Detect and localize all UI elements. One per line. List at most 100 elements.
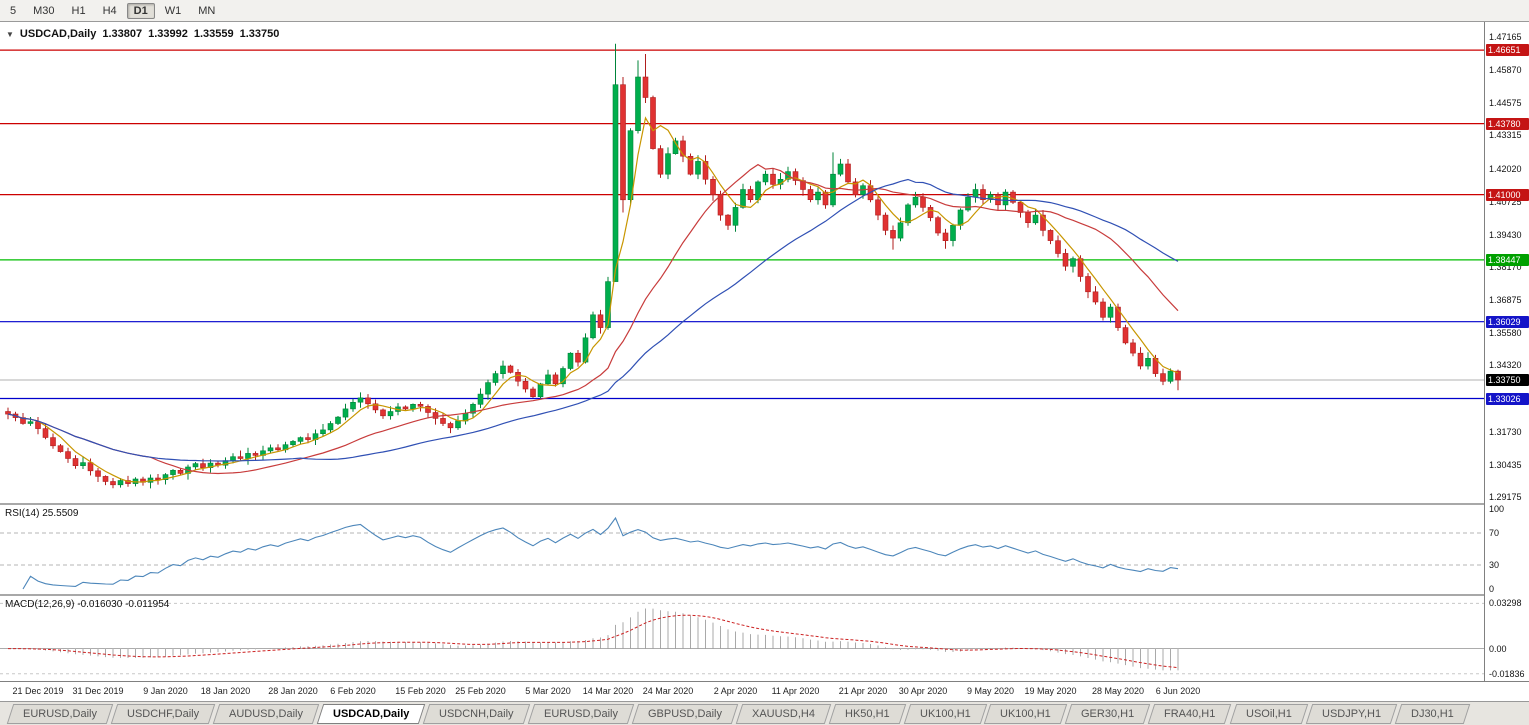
chart-tab-label: HK50,H1 <box>844 707 890 720</box>
macd-indicator-surface[interactable] <box>0 596 1484 681</box>
price-tick-label: 1.39430 <box>1489 229 1522 240</box>
timeframe-toolbar: 5 M30 H1 H4 D1 W1 MN <box>0 0 1529 22</box>
price-tick-label: 1.38170 <box>1489 262 1522 272</box>
chart-tab-label: GBPUSD,Daily <box>648 707 722 720</box>
chart-tab-USDJPY-H1[interactable]: USDJPY,H1 <box>1305 703 1397 724</box>
price-tick-label: 1.40725 <box>1489 196 1522 207</box>
chart-tab-USDCHF-Daily[interactable]: USDCHF,Daily <box>110 703 216 724</box>
time-axis-label: 11 Apr 2020 <box>771 686 820 696</box>
macd-scale-label: 0.00 <box>1489 643 1507 654</box>
price-tick-label: 1.31730 <box>1489 426 1522 437</box>
quote-low: 1.33559 <box>193 28 234 40</box>
chart-tab-label: UK100,H1 <box>1000 707 1052 720</box>
macd-scale-label: -0.01836 <box>1489 668 1525 679</box>
time-axis-label: 19 May 2020 <box>1024 686 1077 696</box>
time-axis-label: 21 Dec 2019 <box>12 686 64 696</box>
chart-tab-label: EURUSD,Daily <box>544 707 618 720</box>
price-tick-label: 1.34320 <box>1489 360 1522 371</box>
price-level-badge: 1.38447 <box>1486 253 1529 266</box>
price-tick-label: 1.44575 <box>1489 98 1522 109</box>
price-tick-label: 1.42020 <box>1489 163 1522 174</box>
price-tick-label: 1.30435 <box>1489 459 1522 470</box>
time-axis-label: 21 Apr 2020 <box>838 686 888 696</box>
chart-title: ▼ USDCAD,Daily 1.33807 1.33992 1.33559 1… <box>6 28 279 40</box>
chart-tab-HK50-H1[interactable]: HK50,H1 <box>828 703 906 724</box>
time-axis-label: 30 Apr 2020 <box>898 686 948 696</box>
rsi-scale-label: 30 <box>1489 560 1500 570</box>
chart-tab-GER30-H1[interactable]: GER30,H1 <box>1064 703 1151 724</box>
chart-tab-label: AUDUSD,Daily <box>229 707 304 720</box>
timeframe-button-D1[interactable]: D1 <box>126 2 155 19</box>
chart-tab-label: USDCNH,Daily <box>439 707 515 720</box>
panel-splitter[interactable] <box>0 503 1529 505</box>
time-axis-label: 28 May 2020 <box>1091 686 1145 696</box>
price-level-badge: 1.36029 <box>1486 315 1529 328</box>
price-tick-label: 1.47165 <box>1489 32 1522 42</box>
chart-tab-USOil-H1[interactable]: USOil,H1 <box>1229 703 1308 724</box>
time-axis-label: 5 Mar 2020 <box>525 686 571 696</box>
timeframe-button-H4[interactable]: H4 <box>102 4 117 17</box>
price-level-badge: 1.43780 <box>1486 117 1529 130</box>
macd-scale-label: 0.03298 <box>1489 598 1522 609</box>
rsi-scale-label: 100 <box>1489 504 1505 514</box>
time-axis-label: 14 Mar 2020 <box>582 686 634 696</box>
current-price-badge: 1.33750 <box>1486 374 1529 387</box>
rsi-scale-label: 0 <box>1489 584 1495 594</box>
timeframe-button-MN[interactable]: MN <box>198 4 216 17</box>
time-axis-label: 24 Mar 2020 <box>642 686 694 696</box>
chart-tab-USDCNH-Daily[interactable]: USDCNH,Daily <box>423 703 531 724</box>
macd-indicator-label: MACD(12,26,9) -0.016030 -0.011954 <box>5 599 170 610</box>
chart-tab-XAUUSD-H4[interactable]: XAUUSD,H4 <box>735 703 832 724</box>
chart-tab-label: DJ30,H1 <box>1410 707 1454 720</box>
quote-close: 1.33750 <box>239 28 280 40</box>
chart-tab-label: GER30,H1 <box>1081 707 1135 720</box>
price-level-badge: 1.33026 <box>1486 392 1529 405</box>
candlestick-chart-surface[interactable] <box>0 22 1484 503</box>
chart-tab-label: USDCHF,Daily <box>126 707 200 720</box>
rsi-indicator-surface[interactable] <box>0 505 1484 593</box>
chart-tab-label: UK100,H1 <box>919 707 971 720</box>
price-axis[interactable]: 1.47165 1.45870 1.44575 1.43315 1.42020 1.407… <box>1484 22 1529 681</box>
timeframe-button-5[interactable]: 5 <box>10 4 17 17</box>
price-tick-label: 1.36875 <box>1489 295 1522 306</box>
timeframe-button-H1[interactable]: H1 <box>71 4 86 17</box>
quote-open: 1.33807 <box>102 28 143 40</box>
chart-tab-FRA40-H1[interactable]: FRA40,H1 <box>1148 703 1232 724</box>
chart-tab-label: EURUSD,Daily <box>23 707 97 720</box>
chart-tab-label: USOil,H1 <box>1245 707 1292 720</box>
chart-tab-UK100-H1[interactable]: UK100,H1 <box>984 703 1068 724</box>
chart-tab-DJ30-H1[interactable]: DJ30,H1 <box>1394 703 1470 724</box>
chart-tab-label: FRA40,H1 <box>1164 707 1216 720</box>
chart-tab-USDCAD-Daily[interactable]: USDCAD,Daily <box>316 703 426 724</box>
timeframe-button-M30[interactable]: M30 <box>33 4 55 17</box>
time-axis-label: 9 May 2020 <box>966 686 1015 696</box>
chart-tab-UK100-H1[interactable]: UK100,H1 <box>903 703 987 724</box>
time-axis-label: 2 Apr 2020 <box>713 686 758 696</box>
price-level-badge: 1.46651 <box>1486 44 1529 57</box>
rsi-indicator-label: RSI(14) 25.5509 <box>5 508 79 519</box>
time-axis[interactable]: 21 Dec 2019 31 Dec 2019 9 Jan 2020 18 Jan 2… <box>0 681 1529 701</box>
price-tick-label: 1.29175 <box>1489 492 1522 502</box>
price-tick-label: 1.45870 <box>1489 65 1522 76</box>
chart-tab-EURUSD-Daily[interactable]: EURUSD,Daily <box>6 703 114 724</box>
quote-high: 1.33992 <box>148 28 188 40</box>
time-axis-label: 25 Feb 2020 <box>455 686 506 696</box>
time-axis-label: 18 Jan 2020 <box>200 686 251 696</box>
rsi-scale-label: 70 <box>1489 528 1500 538</box>
chart-tab-bar: EURUSD,Daily USDCHF,Daily AUDUSD,Daily USDC… <box>0 701 1529 725</box>
time-axis-label: 6 Feb 2020 <box>330 686 376 696</box>
price-tick-label: 1.35580 <box>1489 328 1522 339</box>
collapse-chart-icon[interactable]: ▼ <box>6 29 14 39</box>
time-axis-label: 9 Jan 2020 <box>143 686 188 696</box>
chart-tab-GBPUSD-Daily[interactable]: GBPUSD,Daily <box>631 703 739 724</box>
timeframe-button-W1[interactable]: W1 <box>164 4 182 17</box>
time-axis-label: 6 Jun 2020 <box>1155 686 1201 696</box>
time-axis-label: 28 Jan 2020 <box>268 686 318 696</box>
chart-tab-label: USDJPY,H1 <box>1321 707 1381 720</box>
chart-tab-EURUSD-Daily[interactable]: EURUSD,Daily <box>527 703 635 724</box>
chart-tab-label: XAUUSD,H4 <box>751 707 815 720</box>
price-tick-label: 1.43315 <box>1489 130 1522 141</box>
panel-splitter[interactable] <box>0 594 1529 596</box>
chart-tab-AUDUSD-Daily[interactable]: AUDUSD,Daily <box>212 703 320 724</box>
